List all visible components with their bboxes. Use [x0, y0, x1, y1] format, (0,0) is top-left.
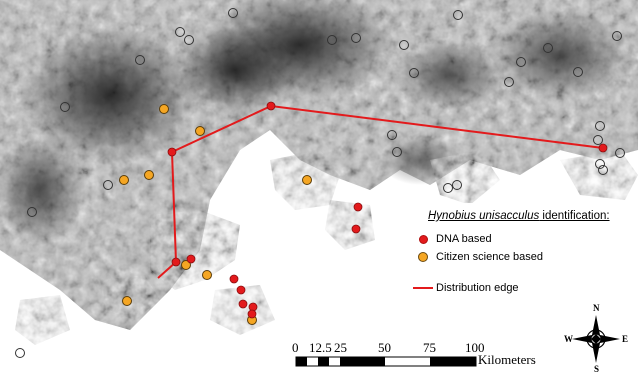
scale-tick-75: 75	[423, 340, 436, 355]
edge-line-icon	[413, 287, 433, 289]
north-arrow-icon	[572, 315, 620, 363]
compass-w: W	[564, 334, 573, 344]
scale-bar	[295, 356, 477, 367]
legend-dna-label: DNA based	[436, 233, 492, 245]
legend-item-citizen: Citizen science based	[410, 249, 543, 265]
scale-unit: Kilometers	[478, 352, 536, 367]
dna-marker-icon	[418, 234, 428, 244]
species-name: Hynobius unisacculus	[428, 210, 540, 222]
scale-tick-0: 0	[292, 340, 299, 355]
compass-n: N	[593, 303, 600, 313]
dna-records	[167, 101, 608, 319]
legend-edge-label: Distribution edge	[436, 282, 519, 294]
scale-tick-12.5: 12.5	[309, 340, 332, 355]
compass-e: E	[622, 334, 629, 344]
terrain-layer	[0, 0, 638, 345]
legend-item-dna: DNA based	[410, 231, 492, 247]
citizen-science-records	[119, 104, 312, 325]
scale-tick-25: 25	[334, 340, 347, 355]
citizen-marker-icon	[418, 252, 428, 262]
scale-tick-100: 100	[465, 340, 485, 355]
other-records	[15, 8, 625, 358]
legend-title: Hynobius unisacculus identification:	[428, 210, 610, 222]
compass-s: S	[594, 364, 600, 373]
legend-citizen-label: Citizen science based	[436, 251, 544, 263]
legend-box	[405, 203, 637, 298]
scale-tick-50: 50	[378, 340, 391, 355]
legend-item-edge: Distribution edge	[410, 280, 519, 296]
legend-title-rest: identification:	[539, 210, 610, 222]
